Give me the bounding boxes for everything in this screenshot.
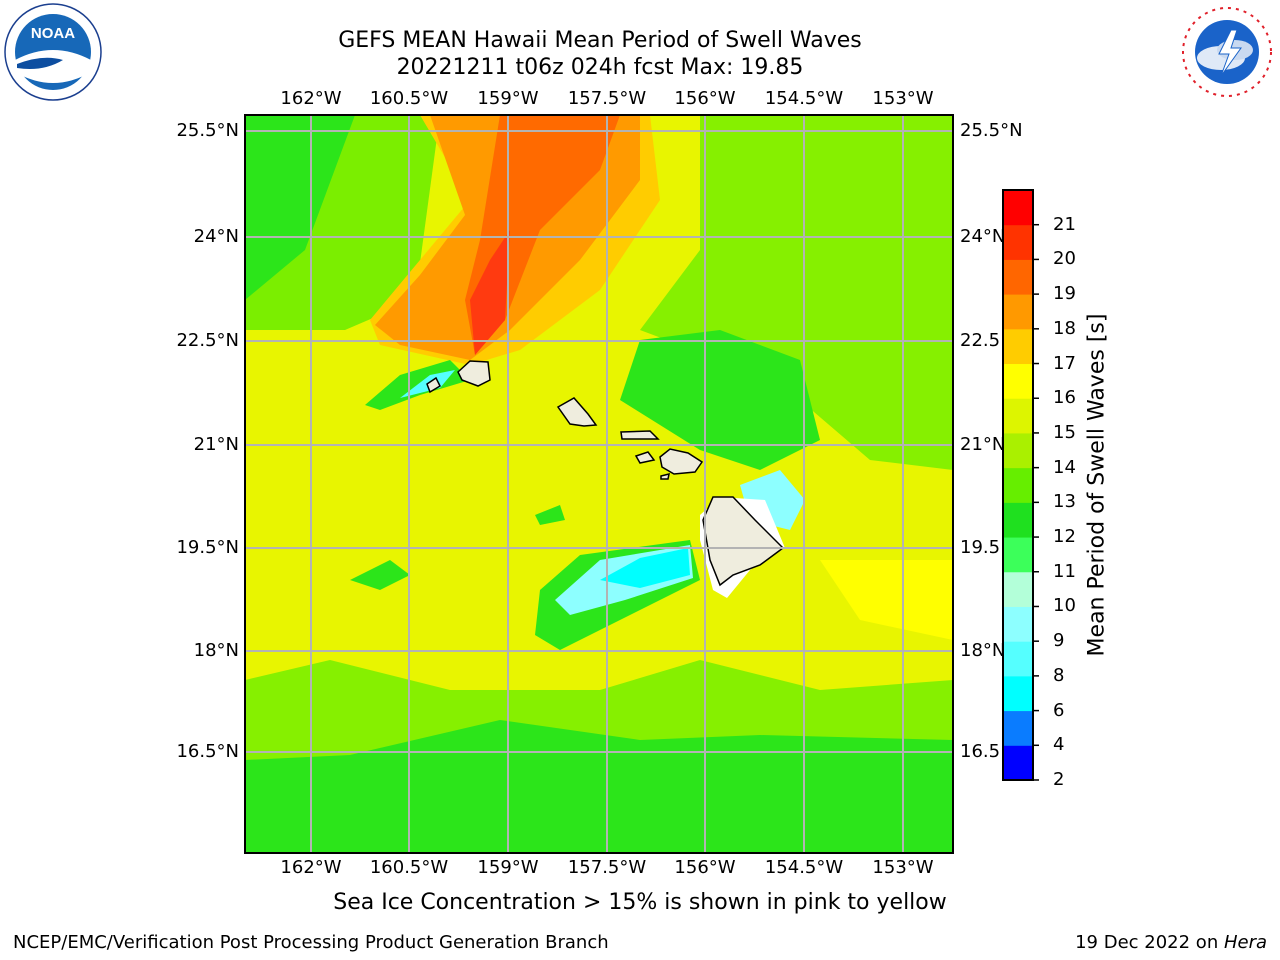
colorbar-swatch-4: [1003, 606, 1033, 642]
island-hawaii: [702, 496, 785, 587]
lon-tick-top: 157.5°W: [567, 88, 647, 109]
colorbar-tick: 4: [1053, 734, 1065, 756]
lon-tick-bottom: 154.5°W: [764, 857, 844, 878]
lon-tick-top: 156°W: [674, 88, 736, 109]
lon-tick-bottom: 153°W: [872, 857, 934, 878]
colorbar-swatch-11: [1003, 363, 1033, 399]
colorbar-tick: 11: [1053, 560, 1076, 582]
colorbar-label: Mean Period of Swell Waves [s]: [1084, 313, 1110, 657]
colorbar-tick: 15: [1053, 421, 1076, 443]
field-region-ne-green: [640, 115, 953, 470]
lon-tick-top: 160.5°W: [369, 88, 449, 109]
colorbar-swatch-14: [1003, 259, 1033, 295]
map-title: GEFS MEAN Hawaii Mean Period of Swell Wa…: [338, 28, 862, 53]
lat-tick-right: 24°N: [960, 226, 1006, 247]
footer-date: 19 Dec 2022 on Hera: [1075, 932, 1267, 953]
nws-logo: [1181, 6, 1273, 98]
lon-tick-top: 154.5°W: [764, 88, 844, 109]
lat-tick-right: 16.5: [960, 741, 1001, 762]
lat-tick-left: 25.5°N: [176, 120, 239, 141]
lon-tick-top: 159°W: [477, 88, 539, 109]
field-region-channel-green: [620, 330, 820, 470]
lat-tick-left: 22.5°N: [176, 330, 239, 351]
field-region-plume-red: [470, 230, 510, 355]
footer-credit: NCEP/EMC/Verification Post Processing Pr…: [13, 932, 609, 953]
lat-tick-right: 21°N: [960, 434, 1006, 455]
noaa-logo: NOAA: [4, 3, 102, 101]
lat-tick-right: 22.5: [960, 330, 1001, 351]
map-subtitle: 20221211 t06z 024h fcst Max: 19.85: [396, 55, 804, 80]
colorbar-swatch-6: [1003, 537, 1033, 573]
colorbar-tick: 19: [1053, 283, 1076, 305]
island-niihau: [426, 376, 441, 394]
lon-tick-bottom: 162°W: [280, 857, 342, 878]
colorbar-tick: 14: [1053, 456, 1076, 478]
lat-tick-left: 16.5°N: [176, 741, 239, 762]
map-caption: Sea Ice Concentration > 15% is shown in …: [333, 890, 947, 915]
lon-tick-bottom: 159°W: [477, 857, 539, 878]
island-kahoolawe: [660, 472, 670, 480]
colorbar-swatch-1: [1003, 710, 1033, 746]
colorbar-swatch-3: [1003, 641, 1033, 677]
lat-tick-left: 19.5°N: [176, 537, 239, 558]
map-frame: [244, 114, 954, 854]
field-region-south-green: [245, 720, 953, 853]
colorbar-tick: 20: [1053, 248, 1076, 270]
lat-tick-right: 19.5: [960, 537, 1001, 558]
lat-tick-left: 24°N: [193, 226, 239, 247]
footer-date-text: 19 Dec 2022 on: [1075, 932, 1224, 953]
island-oahu: [556, 397, 598, 427]
island-lanai: [634, 451, 656, 464]
lat-tick-left: 21°N: [193, 434, 239, 455]
colorbar-swatch-7: [1003, 502, 1033, 538]
lat-tick-right: 25.5°N: [960, 120, 1023, 141]
colorbar-swatch-0: [1003, 745, 1033, 781]
colorbar-swatch-10: [1003, 398, 1033, 434]
colorbar-swatch-12: [1003, 328, 1033, 365]
field-region-sw-cyan: [600, 548, 690, 588]
colorbar-swatch-5: [1003, 571, 1033, 607]
lon-tick-top: 162°W: [280, 88, 342, 109]
colorbar-tick: 21: [1053, 213, 1076, 235]
field-region-nw-darkgreen: [245, 115, 355, 300]
colorbar-tick: 18: [1053, 317, 1076, 339]
lon-tick-bottom: 160.5°W: [369, 857, 449, 878]
colorbar-tick: 10: [1053, 595, 1076, 617]
island-molokai: [620, 430, 660, 440]
colorbar-tick: 2: [1053, 769, 1065, 790]
lat-tick-right: 18°N: [960, 640, 1006, 661]
colorbar-tick: 9: [1053, 630, 1065, 652]
field-region-e-yellow: [820, 560, 953, 640]
lon-tick-bottom: 157.5°W: [567, 857, 647, 878]
colorbar-tick: 8: [1053, 664, 1065, 686]
island-kauai: [457, 360, 491, 387]
colorbar-tick: 6: [1053, 699, 1065, 721]
colorbar-frame: [1002, 189, 1034, 781]
field-region-patch1: [350, 560, 410, 590]
field-region-patch2: [535, 505, 565, 525]
colorbar-swatch-8: [1003, 467, 1033, 503]
colorbar-swatch-9: [1003, 432, 1033, 469]
colorbar-tick: 16: [1053, 387, 1076, 409]
lon-tick-top: 153°W: [872, 88, 934, 109]
colorbar-tick: 13: [1053, 491, 1076, 513]
noaa-logo-text: NOAA: [31, 25, 75, 42]
footer-host: Hera: [1223, 932, 1267, 953]
colorbar-swatch-2: [1003, 675, 1033, 712]
island-maui: [659, 448, 704, 475]
colorbar-swatch-15: [1003, 224, 1033, 260]
lon-tick-bottom: 156°W: [674, 857, 736, 878]
colorbar-tick: 17: [1053, 352, 1076, 374]
colorbar-swatch-16: [1003, 190, 1033, 226]
colorbar-tick: 12: [1053, 526, 1076, 548]
lat-tick-left: 18°N: [193, 640, 239, 661]
colorbar-swatch-13: [1003, 294, 1033, 330]
